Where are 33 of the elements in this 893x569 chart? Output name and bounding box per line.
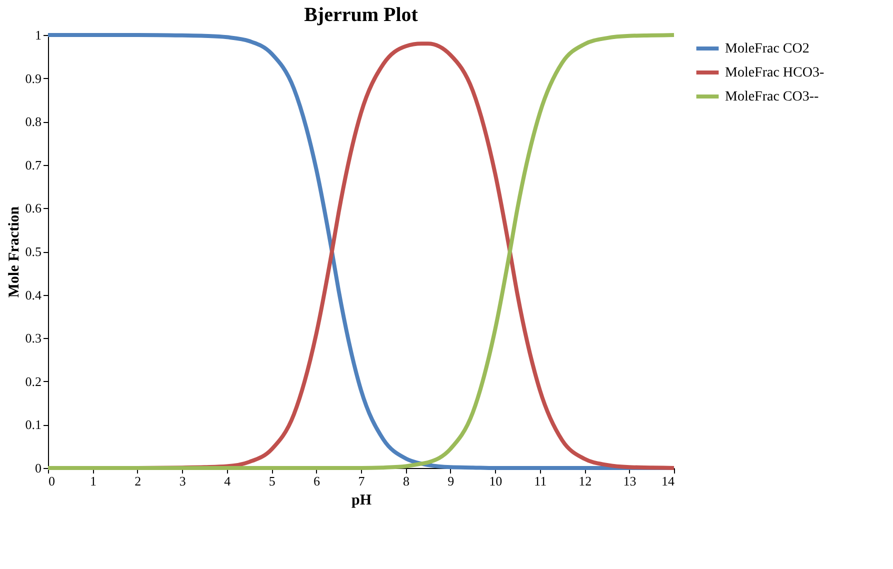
- legend-label: MoleFrac CO3--: [725, 90, 820, 104]
- x-tick-label: 2: [134, 474, 142, 488]
- x-tick-label: 14: [662, 474, 675, 488]
- y-tick-label: 0: [35, 460, 42, 476]
- y-tick-label: 0.4: [25, 287, 42, 302]
- x-axis-title: pH: [351, 492, 372, 508]
- x-tick-label: 12: [578, 474, 592, 488]
- y-tick-label: 0.3: [25, 330, 42, 346]
- y-tick-label: 0.8: [25, 114, 42, 130]
- y-tick-label: 0.6: [25, 200, 42, 216]
- y-tick-label: 0.7: [25, 157, 42, 172]
- chart-title: Bjerrum Plot: [304, 4, 418, 26]
- y-tick-label: 0.9: [25, 70, 42, 86]
- line-series: [46, 33, 676, 470]
- y-tick-label: 0.2: [25, 374, 42, 389]
- x-tick-label: 13: [623, 474, 636, 488]
- y-tick-label: 0.5: [25, 244, 42, 259]
- x-tick-label: 11: [534, 474, 547, 488]
- x-tick-label: 0: [48, 474, 55, 488]
- x-tick-label: 5: [268, 474, 276, 488]
- x-tick-label: 8: [402, 474, 410, 488]
- x-tick-label: 3: [179, 474, 186, 488]
- y-tick-label: 1: [35, 28, 42, 42]
- legend-label: MoleFrac HCO3-: [725, 66, 824, 80]
- x-tick-label: 9: [448, 474, 454, 488]
- legend-label: MoleFrac CO2: [725, 42, 810, 56]
- x-tick-label: 10: [489, 474, 502, 488]
- x-tick-label: 1: [90, 474, 96, 488]
- y-axis-title: Mole Fraction: [6, 206, 22, 298]
- x-tick-label: 7: [358, 474, 366, 488]
- x-tick-label: 6: [314, 474, 321, 488]
- x-tick-label: 4: [224, 474, 232, 488]
- y-tick-label: 0.1: [25, 417, 42, 432]
